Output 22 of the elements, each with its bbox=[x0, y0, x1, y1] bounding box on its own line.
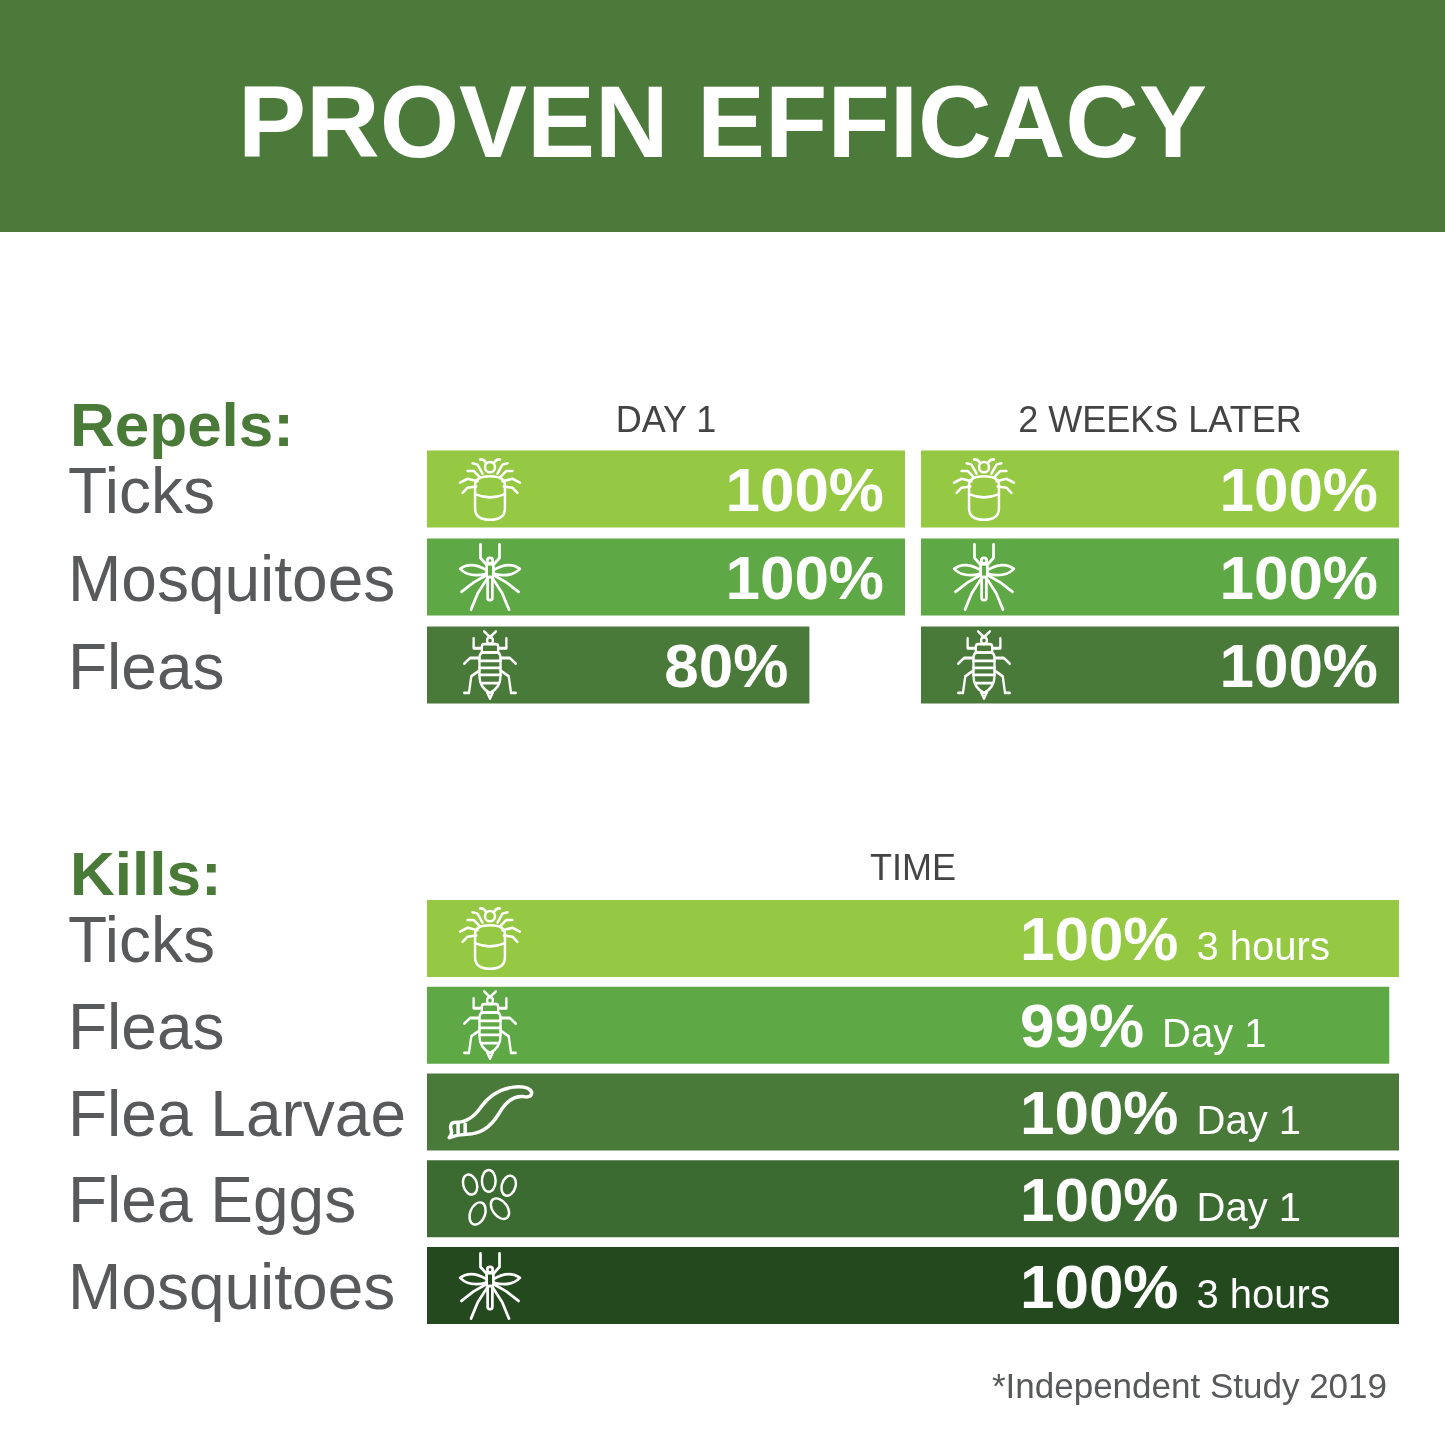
y-tick-label: Fleas bbox=[68, 630, 225, 703]
data-label: 99% Day 1 bbox=[1019, 991, 1267, 1061]
y-tick-label: Mosquitoes bbox=[68, 1251, 396, 1324]
data-label: 100% bbox=[725, 455, 885, 524]
chart-subtitle: TIME bbox=[870, 847, 956, 888]
data-label: 100% Day 1 bbox=[1019, 1164, 1301, 1234]
data-label: 100% bbox=[1219, 455, 1379, 524]
y-tick-label: Flea Larvae bbox=[68, 1077, 406, 1150]
data-label: 100% bbox=[1219, 631, 1379, 700]
data-label: 100% Day 1 bbox=[1019, 1078, 1301, 1147]
y-tick-label: Flea Eggs bbox=[68, 1164, 357, 1237]
text: *Independent Study 2019 bbox=[991, 1366, 1387, 1405]
y-tick-label: Fleas bbox=[68, 990, 225, 1063]
chart-subtitle: 2 WEEKS LATER bbox=[1018, 399, 1302, 440]
chart-subtitle: DAY 1 bbox=[615, 399, 717, 440]
data-label: 100% 3 hours bbox=[1019, 1251, 1330, 1321]
chart-title: PROVEN EFFICACY bbox=[237, 65, 1208, 179]
data-label: 100% 3 hours bbox=[1019, 904, 1330, 974]
data-label: 100% bbox=[725, 543, 885, 612]
data-label: 100% bbox=[1219, 543, 1379, 612]
y-tick-label: Mosquitoes bbox=[68, 542, 396, 615]
data-label: 80% bbox=[664, 631, 789, 700]
